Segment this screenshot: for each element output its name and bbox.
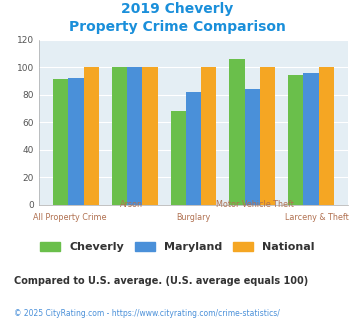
Bar [186, 92, 201, 205]
Text: Burglary: Burglary [176, 213, 211, 222]
Bar [245, 89, 260, 205]
Bar [170, 111, 186, 205]
Text: Arson: Arson [120, 200, 143, 209]
Bar [318, 67, 334, 205]
Legend: Cheverly, Maryland, National: Cheverly, Maryland, National [37, 238, 318, 256]
Bar [288, 75, 303, 205]
Bar [112, 67, 127, 205]
Bar [69, 78, 84, 205]
Bar [127, 67, 142, 205]
Bar [142, 67, 158, 205]
Bar [53, 80, 69, 205]
Text: 2019 Cheverly: 2019 Cheverly [121, 2, 234, 16]
Bar [303, 73, 318, 205]
Bar [229, 59, 245, 205]
Bar [260, 67, 275, 205]
Text: Compared to U.S. average. (U.S. average equals 100): Compared to U.S. average. (U.S. average … [14, 276, 308, 285]
Text: © 2025 CityRating.com - https://www.cityrating.com/crime-statistics/: © 2025 CityRating.com - https://www.city… [14, 309, 280, 317]
Text: Motor Vehicle Theft: Motor Vehicle Theft [216, 200, 294, 209]
Bar [201, 67, 217, 205]
Text: All Property Crime: All Property Crime [33, 213, 107, 222]
Bar [84, 67, 99, 205]
Text: Property Crime Comparison: Property Crime Comparison [69, 20, 286, 34]
Text: Larceny & Theft: Larceny & Theft [285, 213, 349, 222]
